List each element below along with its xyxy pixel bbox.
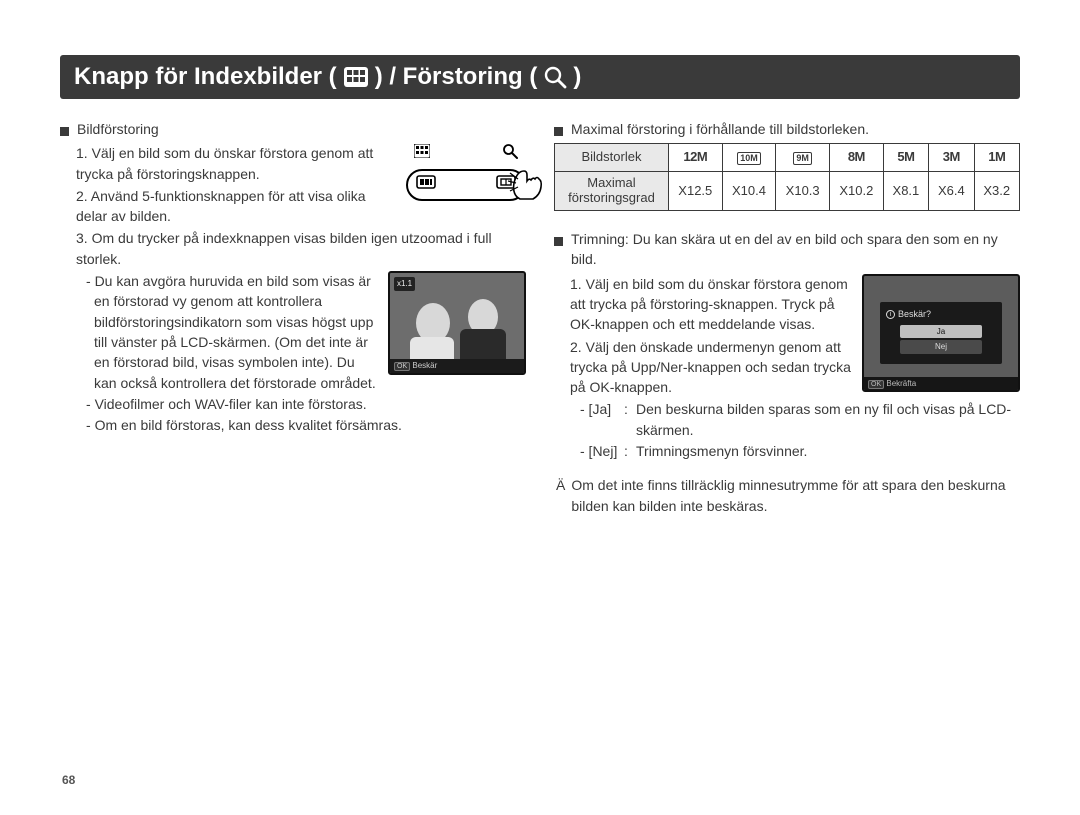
list-item: 3. Om du trycker på indexknappen visas b… (76, 228, 526, 269)
zoom-indicator: x1.1 (394, 277, 415, 291)
zoom-size-table: Bildstorlek 12M 10M 9M 8M 5M 3M 1M Maxim… (554, 143, 1020, 211)
zoom-rocker-illustration (406, 143, 526, 200)
dialog-option-yes: Ja (900, 325, 982, 339)
table-row: Bildstorlek 12M 10M 9M 8M 5M 3M 1M (555, 144, 1020, 172)
table-header: Maximal förstoringsgrad (555, 172, 669, 211)
option-definitions: - [Ja] : Den beskurna bilden sparas som … (554, 399, 1020, 461)
memory-note: Ä Om det inte finns tillräcklig minnesut… (554, 475, 1020, 516)
table-row: Maximal förstoringsgrad X12.5 X10.4 X10.… (555, 172, 1020, 211)
title-part2: ) / Förstoring ( (375, 63, 538, 91)
right-column: Maximal förstoring i förhållande till bi… (554, 119, 1020, 516)
right-heading: Maximal förstoring i förhållande till bi… (571, 119, 869, 139)
title-part3: ) (573, 63, 581, 91)
trim-heading: Trimning: Du kan skära ut en del av en b… (571, 229, 1020, 270)
info-icon: i (886, 310, 895, 319)
left-column: Bildförstoring (60, 119, 526, 516)
thumbnails-small-icon (414, 143, 430, 164)
magnify-small-icon (502, 143, 518, 164)
thumbnails-icon (343, 66, 369, 88)
dialog-option-no: Nej (900, 340, 982, 354)
lcd-preview-enlarged: x1.1 OK Beskär (388, 271, 526, 375)
wide-icon (416, 174, 436, 194)
square-bullet-icon (554, 237, 563, 246)
table-header: Bildstorlek (555, 144, 669, 172)
page-title-bar: Knapp för Indexbilder ( ) / Förstoring (… (60, 55, 1020, 99)
left-heading: Bildförstoring (77, 119, 159, 139)
manual-page: Knapp för Indexbilder ( ) / Förstoring (… (0, 0, 1080, 815)
page-number: 68 (62, 773, 75, 787)
magnify-icon (543, 65, 567, 89)
square-bullet-icon (60, 127, 69, 136)
note-symbol-icon: Ä (556, 475, 565, 516)
square-bullet-icon (554, 127, 563, 136)
sub-note: - Videofilmer och WAV-filer kan inte för… (86, 394, 526, 414)
sub-note: - Om en bild förstoras, kan dess kvalite… (86, 415, 526, 435)
title-part1: Knapp för Indexbilder ( (74, 63, 337, 91)
lcd-preview-trim-dialog: iBeskär? Ja Nej OK Bekräfta (862, 274, 1020, 392)
hand-pointer-icon (508, 163, 554, 208)
